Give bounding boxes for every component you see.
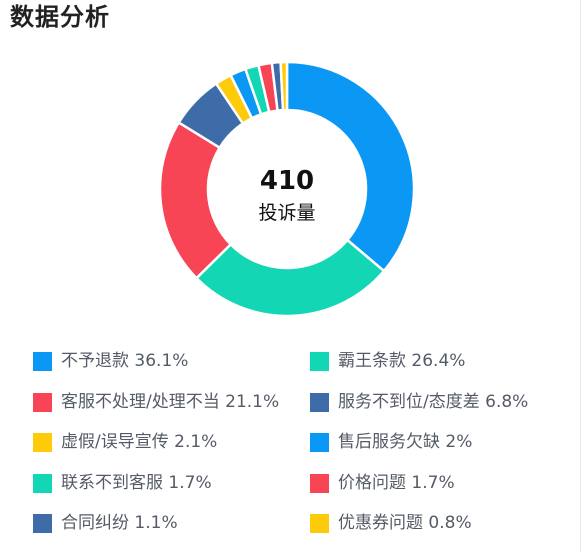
complaint-total-value: 410: [260, 166, 314, 196]
legend-label: 客服不处理/处理不当 21.1%: [61, 392, 280, 412]
legend-label: 服务不到位/态度差 6.8%: [338, 392, 529, 412]
legend-item[interactable]: 售后服务欠缺 2%: [310, 430, 472, 454]
legend-item[interactable]: 优惠券问题 0.8%: [310, 511, 472, 535]
legend-item[interactable]: 价格问题 1.7%: [310, 471, 455, 495]
legend-swatch: [33, 351, 52, 371]
donut-slice-0: [285, 60, 416, 273]
legend-item[interactable]: 合同纠纷 1.1%: [33, 511, 178, 535]
legend-label: 价格问题 1.7%: [338, 473, 455, 493]
legend-swatch: [310, 473, 329, 493]
legend-swatch: [33, 392, 52, 412]
complaint-total-label: 投诉量: [258, 202, 315, 224]
legend-label: 虚假/误导宣传 2.1%: [61, 432, 218, 452]
donut-chart: 410 投诉量: [158, 60, 416, 318]
legend-item[interactable]: 霸王条款 26.4%: [310, 349, 465, 373]
donut-slice-1: [195, 238, 386, 318]
legend-swatch: [310, 513, 329, 533]
legend-label: 联系不到客服 1.7%: [61, 473, 212, 493]
legend-item[interactable]: 联系不到客服 1.7%: [33, 471, 212, 495]
legend-label: 霸王条款 26.4%: [338, 351, 466, 371]
legend-label: 合同纠纷 1.1%: [61, 513, 178, 533]
legend-item[interactable]: 虚假/误导宣传 2.1%: [33, 430, 217, 454]
legend-label: 不予退款 36.1%: [61, 351, 189, 371]
legend-item[interactable]: 客服不处理/处理不当 21.1%: [33, 390, 279, 414]
legend-swatch: [310, 432, 329, 452]
panel-right-border: [580, 0, 581, 552]
donut-slices: [158, 60, 416, 318]
donut-slice-9: [279, 60, 289, 112]
legend-item[interactable]: 服务不到位/态度差 6.8%: [310, 390, 528, 414]
legend-swatch: [33, 513, 52, 533]
page-title: 数据分析: [10, 3, 110, 31]
legend-swatch: [310, 351, 329, 371]
legend-label: 优惠券问题 0.8%: [338, 513, 472, 533]
legend-swatch: [33, 432, 52, 452]
legend-swatch: [33, 473, 52, 493]
legend-label: 售后服务欠缺 2%: [338, 432, 473, 452]
legend-swatch: [310, 392, 329, 412]
legend-item[interactable]: 不予退款 36.1%: [33, 349, 188, 373]
